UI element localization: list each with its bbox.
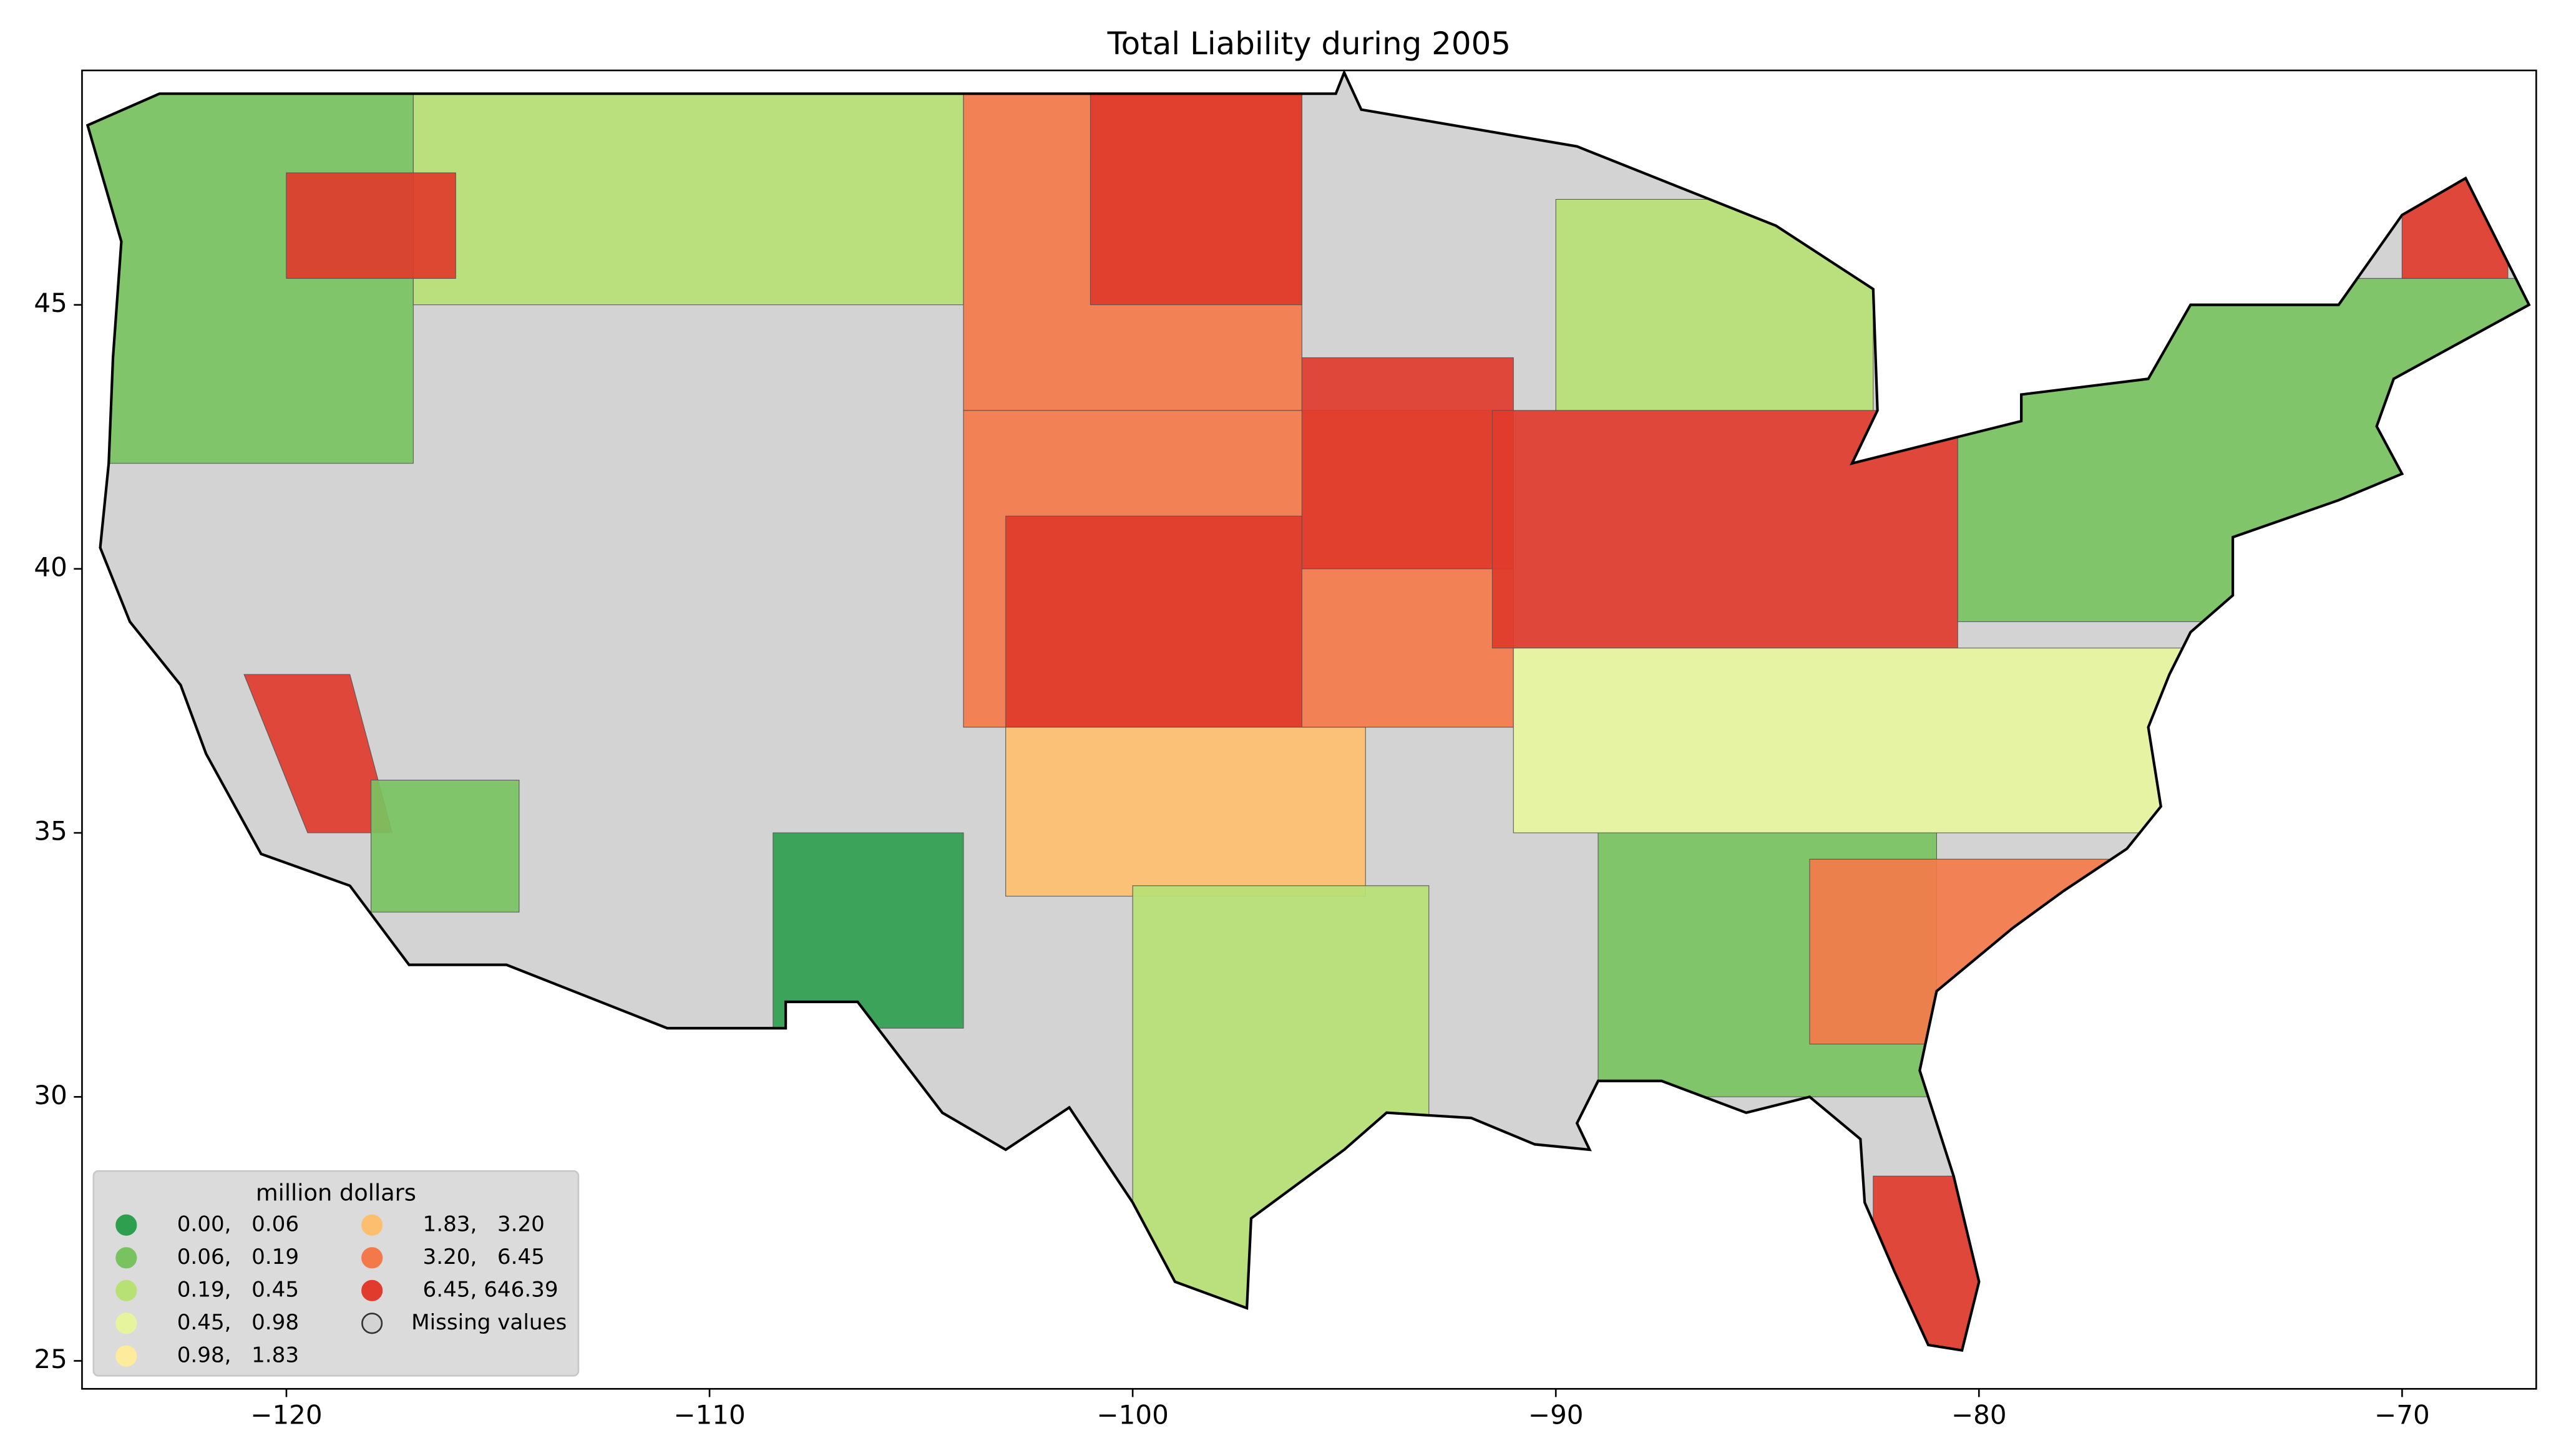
y-tick-label: 30 [34, 1080, 67, 1110]
x-tick-label: −100 [1096, 1399, 1168, 1430]
region [286, 172, 456, 279]
region [1809, 858, 2149, 1045]
region [2401, 172, 2509, 279]
x-tick-label: −70 [2374, 1399, 2430, 1430]
region [371, 779, 520, 913]
y-tick-label: 45 [34, 288, 67, 318]
y-tick-label: 40 [34, 551, 67, 582]
legend-marker [115, 1214, 137, 1236]
region [412, 72, 964, 306]
legend-marker [115, 1279, 137, 1301]
legend-label: 0.00, 0.06 [177, 1211, 299, 1236]
region [1005, 727, 1366, 897]
region [1090, 72, 1302, 306]
legend-box [92, 1170, 580, 1377]
legend-marker [115, 1313, 137, 1334]
legend-label: Missing values [411, 1310, 567, 1335]
legend-marker [115, 1247, 137, 1269]
region [1132, 885, 1430, 1309]
legend-label: 0.98, 1.83 [177, 1342, 299, 1367]
legend-label: 0.45, 0.98 [177, 1310, 299, 1335]
x-tick-label: −120 [250, 1399, 322, 1430]
legend-marker [361, 1313, 383, 1334]
region [1957, 278, 2529, 623]
y-tick-label: 25 [34, 1344, 67, 1374]
x-tick-label: −90 [1528, 1399, 1584, 1430]
legend-marker [361, 1279, 383, 1301]
legend-label: 0.06, 0.19 [177, 1245, 299, 1269]
legend: million dollars 0.00, 0.06 0.06, 0.19 0.19… [92, 1170, 580, 1377]
legend-marker [361, 1214, 383, 1236]
region [773, 832, 964, 1029]
legend-label: 1.83, 3.20 [423, 1211, 545, 1236]
legend-label: 6.45, 646.39 [423, 1277, 559, 1302]
region [1301, 357, 1514, 570]
region [1005, 515, 1302, 728]
region [1513, 648, 2191, 833]
plot-frame [81, 69, 2537, 1390]
country-outline [85, 69, 2531, 1352]
legend-label: 0.19, 0.45 [177, 1277, 299, 1302]
y-tick-label: 35 [34, 816, 67, 847]
x-tick-label: −110 [673, 1399, 745, 1430]
legend-label: 3.20, 6.45 [423, 1245, 545, 1269]
legend-marker [361, 1247, 383, 1269]
legend-marker [115, 1345, 137, 1367]
regions [87, 72, 2529, 1351]
region [1491, 410, 1958, 649]
region [87, 72, 414, 464]
x-tick-label: −80 [1951, 1399, 2007, 1430]
region [1555, 198, 1874, 411]
legend-title: million dollars [256, 1179, 416, 1206]
chart-title: Total Liability during 2005 [1107, 26, 1511, 62]
